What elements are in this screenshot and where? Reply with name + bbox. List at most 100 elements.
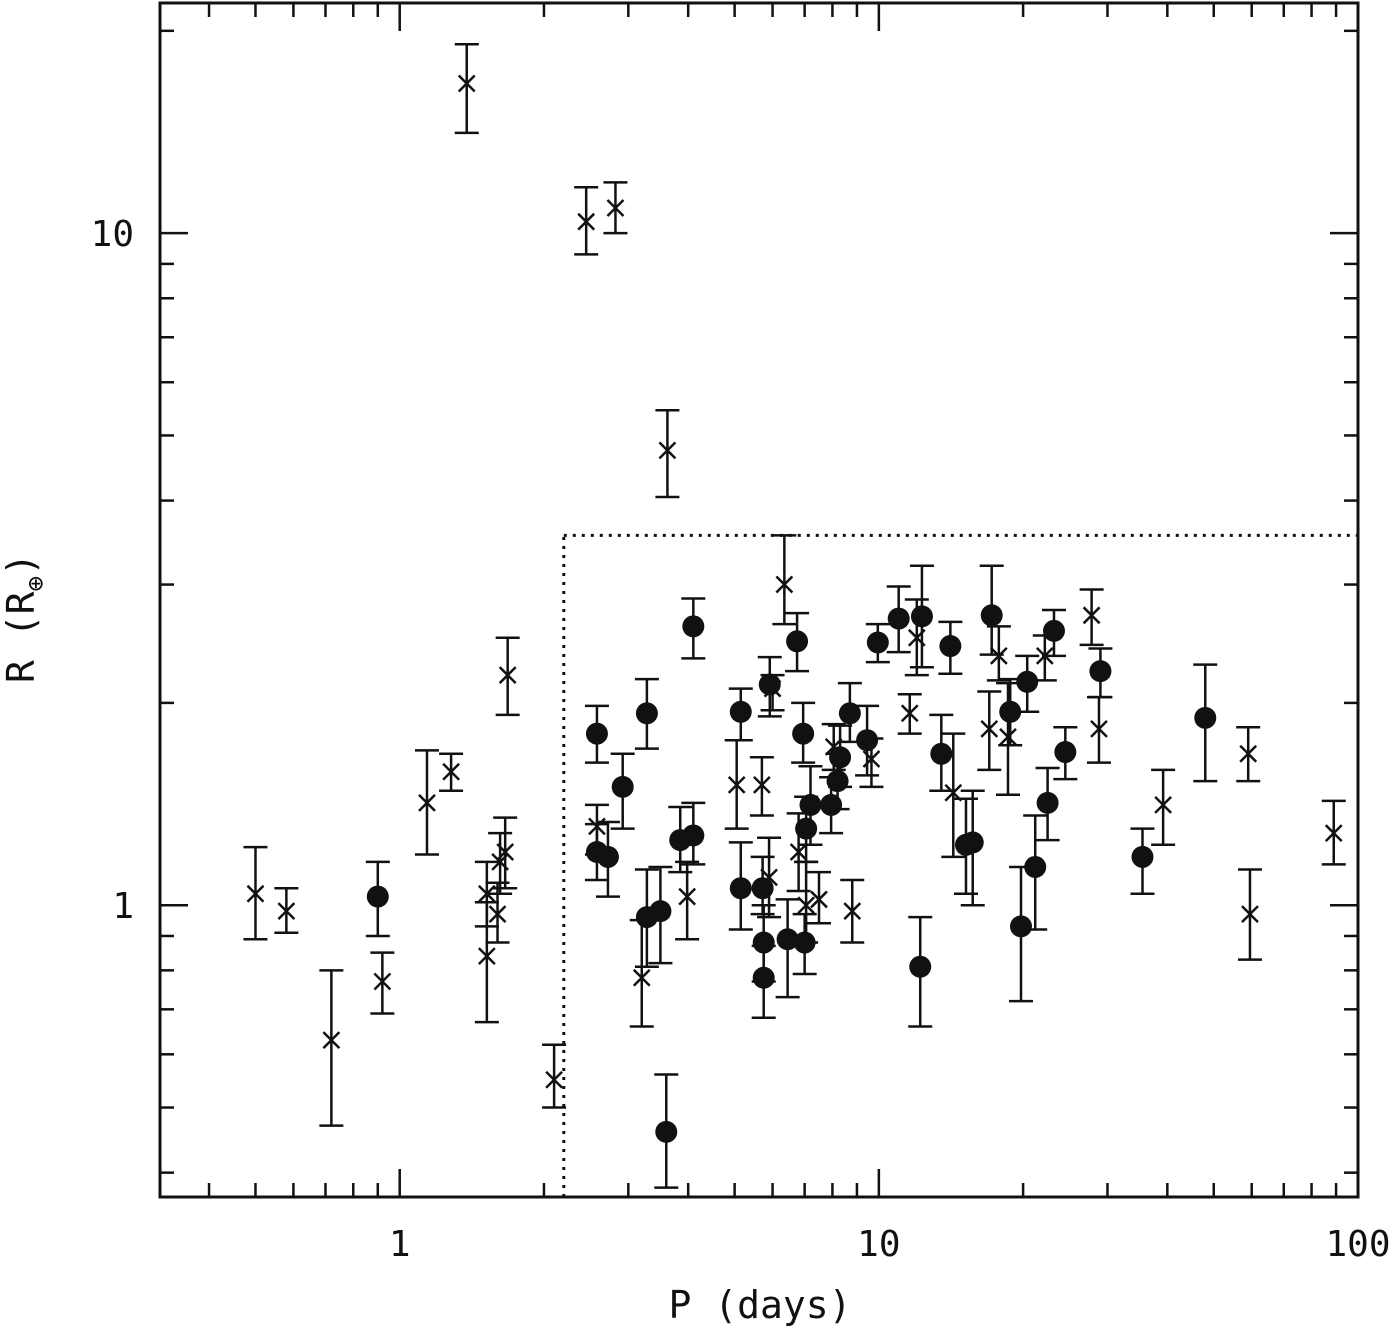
circle-point <box>728 841 753 931</box>
cross-point <box>1079 588 1104 647</box>
axis-ticks <box>160 3 1360 1197</box>
circle-point <box>1041 608 1066 658</box>
cross-marker <box>789 843 808 861</box>
cross-marker <box>797 896 816 915</box>
circle-marker <box>635 702 658 725</box>
cross-marker <box>277 902 296 920</box>
cross-point <box>806 870 831 925</box>
cross-marker <box>632 968 651 987</box>
circle-point <box>751 944 776 1020</box>
cross-marker <box>477 947 496 965</box>
circle-point <box>1193 663 1218 783</box>
circle-point <box>908 915 933 1028</box>
cross-marker <box>775 575 794 594</box>
circle-marker <box>729 700 752 723</box>
circle-marker <box>1010 915 1033 938</box>
circle-point <box>837 681 862 744</box>
circle-point <box>855 704 880 777</box>
x-tick-label: 100 <box>1325 1224 1390 1265</box>
plot-frame <box>158 1 1360 1199</box>
cross-point <box>772 534 797 626</box>
circle-point <box>365 860 390 938</box>
circle-point <box>929 713 954 793</box>
cross-point <box>995 681 1020 797</box>
circle-marker <box>585 722 608 745</box>
circle-marker <box>611 775 634 798</box>
cross-marker <box>980 719 999 738</box>
circle-point <box>757 655 782 718</box>
cross-marker <box>843 902 862 920</box>
circle-marker <box>866 631 889 654</box>
circle-point <box>1015 654 1040 714</box>
circle-marker <box>826 770 849 793</box>
circle-marker <box>909 955 932 978</box>
cross-marker <box>488 905 507 923</box>
cross-marker <box>900 704 919 723</box>
cross-point <box>439 752 464 793</box>
cross-marker <box>753 776 771 794</box>
circle-marker <box>1089 660 1112 683</box>
circle-marker <box>596 845 619 868</box>
circle-point <box>1009 865 1034 1003</box>
cross-marker <box>418 793 436 812</box>
cross-marker <box>373 972 392 991</box>
circle-marker <box>939 635 962 658</box>
cross-marker <box>457 74 476 93</box>
circle-point <box>785 611 810 673</box>
circle-marker <box>729 877 752 900</box>
cross-point <box>370 951 395 1015</box>
cross-marker <box>1154 796 1173 814</box>
cross-marker <box>1082 606 1101 625</box>
circle-marker <box>795 817 818 840</box>
cross-marker <box>477 884 496 903</box>
cross-marker <box>322 1031 341 1049</box>
circle-marker <box>910 605 933 628</box>
cross-point <box>977 690 1002 772</box>
cross-marker <box>678 887 697 906</box>
circle-marker <box>999 700 1022 723</box>
x-tick-label: 10 <box>857 1224 900 1265</box>
circle-point <box>648 865 673 965</box>
y-tick-label: 1 <box>112 886 134 927</box>
circle-point <box>960 789 985 907</box>
circle-marker <box>655 1120 678 1143</box>
circle-marker <box>682 615 705 638</box>
circle-point <box>792 912 817 976</box>
y-tick-label: 10 <box>91 214 134 255</box>
circle-point <box>1023 814 1048 931</box>
cross-point <box>542 1043 567 1109</box>
circle-marker <box>930 742 953 765</box>
cross-point <box>474 860 499 928</box>
circle-marker <box>1054 741 1077 764</box>
cross-marker <box>496 843 515 861</box>
circle-point <box>909 564 934 669</box>
circle-marker <box>1016 670 1039 693</box>
cross-marker <box>658 441 677 460</box>
circle-point <box>938 620 963 676</box>
circle-point <box>1130 827 1155 896</box>
cross-point <box>655 409 680 499</box>
x-tick-label: 1 <box>389 1224 411 1265</box>
circle-marker <box>366 885 389 908</box>
circle-marker <box>793 931 816 954</box>
cross-point <box>488 831 513 896</box>
cross-point <box>319 969 344 1127</box>
cross-point <box>243 845 268 941</box>
circle-marker <box>1131 845 1154 868</box>
circle-point <box>634 677 659 750</box>
circle-point <box>828 724 853 789</box>
circle-marker <box>799 793 822 816</box>
cross-marker <box>246 884 265 903</box>
circle-point <box>1088 647 1113 699</box>
cross-marker <box>577 212 596 231</box>
circle-marker <box>649 900 672 923</box>
cross-marker <box>498 666 517 684</box>
tick-labels: 1 10 100 1 10 <box>91 214 1391 1265</box>
cross-point <box>724 738 749 830</box>
cross-point <box>414 749 439 856</box>
circle-marker <box>1194 706 1217 729</box>
circle-point <box>865 622 890 664</box>
cross-marker <box>442 762 460 781</box>
circle-point <box>681 597 706 660</box>
